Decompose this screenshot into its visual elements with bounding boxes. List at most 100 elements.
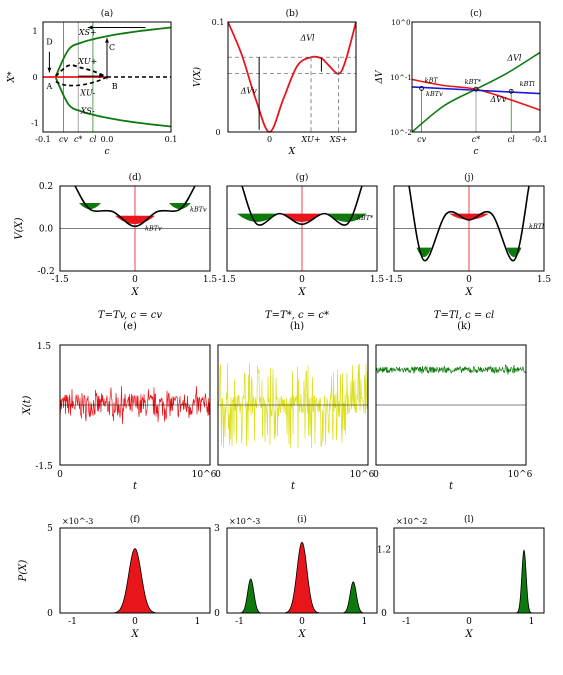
panel-9-ytick-0: 5 xyxy=(47,524,53,534)
panel-c-label-5: kBTl xyxy=(520,80,535,88)
panel-3-well-1 xyxy=(79,203,101,210)
panel-b-xtick-0: 0 xyxy=(267,135,272,144)
panel-c-point-2 xyxy=(508,88,514,94)
panel-a-point-D: D xyxy=(46,37,52,46)
panel-4-frame xyxy=(226,185,378,272)
panel-9-xtick-0: -1 xyxy=(68,617,77,627)
caption-e-line1: T=Tv, c = cv xyxy=(97,310,163,321)
panel-ts-2-xtick-0: 0 xyxy=(373,470,379,480)
panel-11-xtick-2: 1 xyxy=(529,617,535,627)
panel-10-multiplier: ×10^-3 xyxy=(229,517,260,526)
panel-a-label: (a) xyxy=(101,8,113,19)
panel-ts-2-xtick-1: 10^6 xyxy=(508,470,533,480)
panel-ts-2-frame xyxy=(375,344,527,466)
panel-a-point-C: C xyxy=(109,43,115,52)
panel-c-xtick-2: cl xyxy=(508,135,515,144)
panel-c-xtick-0: cv xyxy=(417,135,426,144)
panel-a-ytick-0: -1 xyxy=(31,119,39,128)
panel-10-peak-2 xyxy=(340,581,366,614)
panel-11-xtick-0: -1 xyxy=(402,617,411,627)
panel-a-marked-tick-2: cl xyxy=(89,135,96,144)
panel-10-ytick-0: 3 xyxy=(214,524,220,534)
panel-b-xtick-2: XS+ xyxy=(329,135,348,144)
panel-c-ylabel: ΔV xyxy=(375,69,385,84)
panel-9-peak-0 xyxy=(109,547,161,614)
panel-a-curve-label-2: XU- xyxy=(79,88,95,97)
panel-9-ytick-1: 0 xyxy=(47,609,53,619)
panel-a-series-0 xyxy=(54,26,172,77)
panel-b-label: (b) xyxy=(286,8,299,19)
panel-ts-2-xlabel: t xyxy=(449,481,454,492)
panel-b-annot-1: ΔVv xyxy=(240,87,258,96)
panel-4-annot-0: kBT* xyxy=(357,214,374,222)
panel-a-frame xyxy=(42,21,172,133)
panel-a-xtick-2: 0.1 xyxy=(165,135,178,144)
panel-3-frame xyxy=(59,185,211,272)
panel-a-xtick-0: -0.1 xyxy=(35,135,50,144)
panel-3-ytick-0: 0.2 xyxy=(39,182,53,192)
panel-a-point-B: B xyxy=(112,82,118,91)
panel-a-xtick-1: 0.0 xyxy=(101,135,114,144)
panel-11-ytick-0: 1.2 xyxy=(377,545,391,555)
panel-10-peak-0 xyxy=(237,578,264,614)
panel-5-xtick-2: 1.5 xyxy=(537,275,552,285)
panel-4-curve xyxy=(241,185,363,226)
panel-3-ytick-1: 0.0 xyxy=(39,225,54,235)
panel-a-curve-label-3: XS- xyxy=(80,107,95,116)
panel-a-arrow-down-head xyxy=(47,67,52,73)
panel-9-multiplier: ×10^-3 xyxy=(62,517,93,526)
panel-c-ytick-1: 10^-1 xyxy=(390,74,412,82)
panel-4-xlabel: X xyxy=(297,287,306,298)
panel-ts-1-xlabel: t xyxy=(291,481,296,492)
panel-3-well-2 xyxy=(169,203,191,210)
caption-h: T=T*, c = c* (h) xyxy=(222,310,372,332)
panel-11-xlabel: X xyxy=(464,629,473,640)
panel-a-ytick-1: 0 xyxy=(32,73,37,82)
panel-a-ylabel: X* xyxy=(7,71,17,83)
panel-c-label-4: kBTv xyxy=(426,90,443,98)
panel-5-annot-0: kBTl xyxy=(529,223,544,231)
caption-e-line2: (e) xyxy=(123,321,137,332)
caption-e: T=Tv, c = cv (e) xyxy=(55,310,205,332)
panel-a-marked-tick-1: c* xyxy=(74,135,82,144)
panel-5-xlabel: X xyxy=(464,287,473,298)
panel-c-label-2: kBT xyxy=(425,76,439,84)
panel-ts-1-trace xyxy=(217,362,369,449)
panel-a-series-1 xyxy=(55,64,108,78)
panel-11-ytick-1: 0 xyxy=(381,609,387,619)
panel-j-label: (j) xyxy=(464,172,474,183)
panel-9-ylabel: P(X) xyxy=(18,560,29,583)
panel-10-xtick-1: 0 xyxy=(299,617,305,627)
panel-ts-0-trace xyxy=(59,385,211,425)
panel-c-series-1 xyxy=(411,78,541,111)
panel-ts-0-ytick-1: -1.5 xyxy=(35,462,53,472)
panel-9-xtick-1: 0 xyxy=(132,617,138,627)
panel-b-xtick-1: XU+ xyxy=(300,135,320,144)
panel-ts-0-xlabel: t xyxy=(133,481,138,492)
panel-f-label: (f) xyxy=(130,514,140,525)
panel-10-xtick-0: -1 xyxy=(235,617,244,627)
panel-c-series-2 xyxy=(411,86,541,95)
panel-a-series-2 xyxy=(54,77,172,128)
panel-3-annot-1: kBTv xyxy=(190,206,207,214)
panel-3-xtick-2: 1.5 xyxy=(203,275,218,285)
panel-10-ytick-1: 0 xyxy=(214,609,220,619)
panel-4-xtick-1: 0 xyxy=(299,275,305,285)
panel-c-point-0 xyxy=(419,86,425,91)
panel-11-peak-0 xyxy=(514,549,533,614)
panel-ts-0-xtick-0: 0 xyxy=(57,470,63,480)
panel-ts-2-trace xyxy=(375,364,527,375)
panel-a-ytick-2: 1 xyxy=(32,27,37,36)
panel-11-frame xyxy=(393,527,545,614)
caption-k-line2: (k) xyxy=(457,321,471,332)
panel-9-xtick-2: 1 xyxy=(195,617,201,627)
panel-c-ytick-2: 10^-2 xyxy=(390,129,412,137)
panel-a-arrow-up-head xyxy=(105,38,109,43)
caption-h-line2: (h) xyxy=(289,321,305,332)
panel-11-xtick-1: 0 xyxy=(466,617,472,627)
panel-5-frame xyxy=(393,185,545,272)
panel-4-xtick-2: 1.5 xyxy=(370,275,385,285)
panel-3-annot-0: kBTv xyxy=(145,225,162,233)
panel-9-frame xyxy=(59,527,211,614)
